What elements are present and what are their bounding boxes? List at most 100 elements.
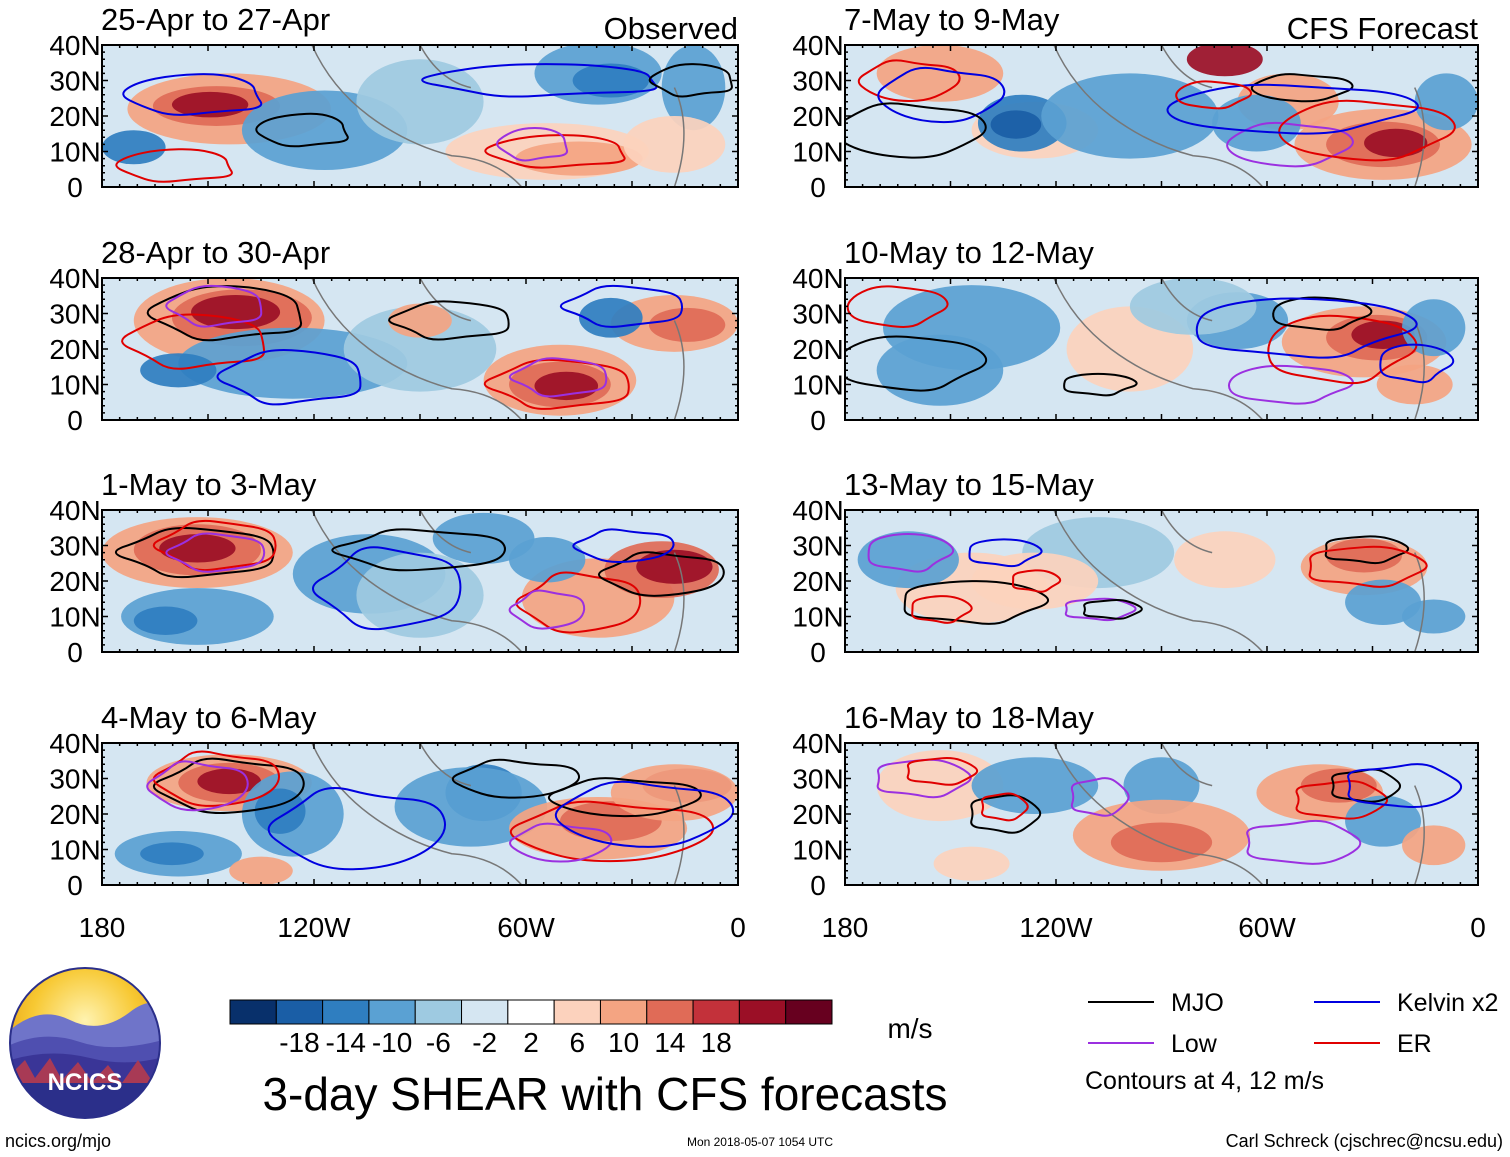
colorbar-tick-label: 10 — [608, 1027, 639, 1058]
shear-anomaly-region — [1186, 45, 1263, 77]
shear-anomaly-region — [140, 842, 204, 866]
colorbar-tick-label: 2 — [523, 1027, 539, 1058]
latitude-tick-label: 10N — [792, 602, 843, 633]
contour-legend: MJO Kelvin x2 Low ER — [1088, 989, 1498, 1058]
latitude-tick-label: 40N — [792, 728, 843, 759]
contour-er — [121, 313, 266, 370]
colorbar-bin — [738, 999, 787, 1025]
latitude-tick-label: 10N — [49, 370, 100, 401]
shear-anomaly-region — [356, 59, 484, 145]
contour-kelvin-x2 — [267, 787, 447, 871]
footer-timestamp: Mon 2018-05-07 1054 UTC — [687, 1135, 833, 1149]
axis-ticks — [844, 277, 1479, 421]
map-panel: 40N 30N 20N 10N 0 28-Apr to 30-Apr — [49, 235, 739, 436]
contour-kelvin-x2 — [877, 66, 1006, 124]
legend-label: Kelvin x2 — [1397, 989, 1498, 1017]
contour-low — [1227, 364, 1354, 405]
latitude-tick-label: 40N — [792, 30, 843, 61]
shear-anomaly-region — [990, 110, 1042, 139]
contour-er — [152, 750, 281, 807]
contour-kelvin-x2 — [1166, 83, 1419, 135]
colorbar-tick-label: -2 — [472, 1027, 497, 1058]
colorbar-bin — [507, 999, 555, 1025]
colorbar-bin — [275, 999, 324, 1025]
shear-anomaly-region — [610, 764, 738, 822]
contour-mjo — [903, 580, 1050, 625]
contour-er — [1175, 80, 1253, 110]
shear-anomaly-region — [933, 846, 1010, 881]
contour-low — [508, 357, 608, 398]
colorbar-bin — [414, 999, 463, 1025]
colorbar: -18 -14 -10 -6 -2 2 6 10 14 18 — [229, 999, 833, 1058]
shear-anomaly-region — [971, 757, 1099, 814]
axis-ticks — [101, 509, 739, 653]
contour-er — [981, 792, 1029, 822]
shear-anomaly-region — [1300, 768, 1377, 803]
shear-anomaly-region — [1123, 757, 1200, 814]
footer-credit: Carl Schreck (cjschrec@ncsu.edu) — [1226, 1131, 1503, 1151]
latitude-tick-label: 20N — [49, 566, 100, 597]
footer-url[interactable]: ncics.org/mjo — [5, 1131, 111, 1151]
axis-ticks — [101, 277, 739, 421]
colorbar-bin — [599, 999, 648, 1025]
latitude-tick-label: 0 — [810, 405, 826, 436]
contour-mjo — [970, 794, 1042, 834]
shear-anomaly-region — [509, 536, 586, 583]
longitude-tick-label: 0 — [1470, 912, 1486, 943]
chart-title: 3-day SHEAR with CFS forecasts — [262, 1068, 947, 1120]
coastline — [1053, 45, 1425, 187]
latitude-tick-label: 30N — [49, 299, 100, 330]
contour-kelvin-x2 — [312, 546, 462, 631]
longitude-tick-label: 180 — [822, 912, 869, 943]
colorbar-tick-label: 6 — [570, 1027, 586, 1058]
shear-anomaly-region — [388, 303, 452, 338]
contour-er — [115, 148, 233, 183]
panel-title: 4-May to 6-May — [101, 700, 317, 735]
contour-mjo — [1063, 372, 1138, 397]
longitude-tick-label: 120W — [1019, 912, 1093, 943]
colorbar-tick-label: -18 — [279, 1027, 319, 1058]
latitude-tick-label: 0 — [67, 870, 83, 901]
shear-anomaly-region — [579, 297, 643, 338]
map-panel: 40N 30N 20N 10N 0 4-May to 6-May — [49, 700, 739, 901]
contour-kelvin-x2 — [559, 284, 684, 328]
contour-low — [1064, 597, 1137, 622]
contour-mjo — [388, 300, 510, 341]
shear-anomaly-region — [1402, 599, 1466, 634]
shear-anomaly-region — [229, 856, 293, 885]
contour-mjo — [1250, 73, 1354, 103]
latitude-tick-label: 20N — [49, 101, 100, 132]
map-panel: 40N 30N 20N 10N 0 1-May to 3-May — [49, 467, 739, 668]
latitude-tick-label: 30N — [792, 764, 843, 795]
contour-er — [911, 595, 973, 624]
contour-er — [906, 757, 979, 786]
colorbar-tick-label: -6 — [426, 1027, 451, 1058]
latitude-tick-label: 0 — [810, 637, 826, 668]
contour-low — [165, 284, 263, 328]
latitude-tick-label: 40N — [792, 263, 843, 294]
panel-title: 7-May to 9-May — [844, 2, 1060, 37]
colorbar-tick-label: 14 — [654, 1027, 685, 1058]
contour-er — [483, 358, 630, 410]
latitude-tick-label: 20N — [792, 101, 843, 132]
latitude-tick-label: 40N — [49, 263, 100, 294]
contour-kelvin-x2 — [554, 780, 735, 848]
colorbar-bin — [461, 999, 509, 1025]
contour-er — [152, 519, 277, 572]
panel-title: 16-May to 18-May — [844, 700, 1094, 735]
shear-anomaly-region — [356, 552, 484, 638]
longitude-tick-label: 120W — [277, 912, 351, 943]
colorbar-bin — [322, 999, 370, 1025]
latitude-tick-label: 30N — [49, 66, 100, 97]
latitude-tick-label: 10N — [792, 137, 843, 168]
contour-er — [515, 571, 642, 634]
contour-kelvin-x2 — [1379, 343, 1455, 384]
latitude-tick-label: 30N — [792, 299, 843, 330]
contour-mjo — [1324, 535, 1410, 565]
contour-mjo — [1082, 599, 1143, 620]
shear-anomaly-region — [171, 91, 249, 118]
contour-low — [146, 760, 249, 812]
contour-low — [867, 533, 955, 573]
